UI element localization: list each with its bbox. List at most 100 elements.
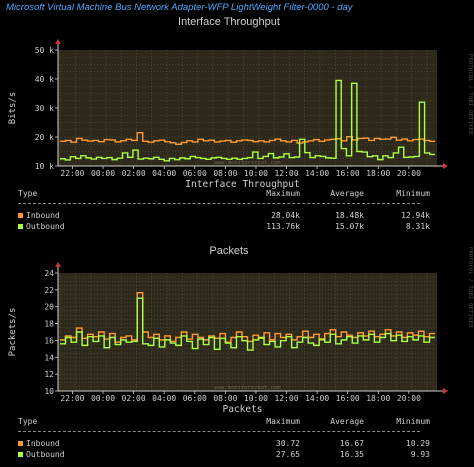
packets-chart-title: Packets xyxy=(209,245,249,257)
y-tick-label: 24 xyxy=(44,269,54,278)
inbound-minimum: 12.94k xyxy=(401,211,430,220)
outbound-label: Outbound xyxy=(26,450,65,459)
inbound-maximum: 30.72 xyxy=(275,439,300,448)
outbound-maximum: 113.76k xyxy=(266,222,300,231)
watermark-text: www.monitorscout.com xyxy=(214,160,281,166)
y-tick-label: 12 xyxy=(44,370,54,379)
page-title: Microsoft Virtual Machine Bus Network Ad… xyxy=(6,2,353,13)
x-tick-label: 10:00 xyxy=(244,394,268,403)
legend-outbound: Outbound xyxy=(18,450,65,459)
throughput-row-inbound: Inbound 28.04k 18.48k 12.94k xyxy=(0,211,474,221)
x-tick-label: 08:00 xyxy=(213,169,237,178)
packets-side-label: PROTOCOL / TOBI OETIKER xyxy=(467,247,473,328)
x-tick-label: 14:00 xyxy=(305,169,329,178)
y-axis-arrow xyxy=(55,262,61,267)
x-axis-arrow xyxy=(443,388,448,394)
x-tick-label: 20:00 xyxy=(397,394,421,403)
outbound-average: 15.07k xyxy=(335,222,364,231)
y-tick-label: 10 xyxy=(44,387,54,396)
throughput-row-outbound: Outbound 113.76k 15.07k 8.31k xyxy=(0,222,474,232)
throughput-table-header: Type Maximum Average Minimum xyxy=(0,189,474,199)
inbound-swatch xyxy=(18,213,23,218)
y-tick-label: 40 k xyxy=(35,75,54,84)
x-tick-label: 22:00 xyxy=(60,169,84,178)
x-tick-label: 16:00 xyxy=(336,169,360,178)
header-minimum: Minimum xyxy=(396,189,430,198)
x-axis-label: Interface Throughput xyxy=(185,179,299,190)
x-tick-label: 10:00 xyxy=(244,169,268,178)
x-tick-label: 06:00 xyxy=(183,169,207,178)
legend-inbound: Inbound xyxy=(18,439,60,448)
x-tick-label: 18:00 xyxy=(366,169,390,178)
inbound-maximum: 28.04k xyxy=(271,211,300,220)
header-maximum: Maximum xyxy=(266,417,300,426)
x-tick-label: 02:00 xyxy=(122,169,146,178)
legend-inbound: Inbound xyxy=(18,211,60,220)
x-tick-label: 14:00 xyxy=(305,394,329,403)
x-tick-label: 00:00 xyxy=(91,169,115,178)
outbound-minimum: 8.31k xyxy=(405,222,430,231)
outbound-average: 16.35 xyxy=(339,450,364,459)
x-tick-label: 08:00 xyxy=(213,394,237,403)
throughput-panel: Interface Throughput PROTOCOL / TOBI OET… xyxy=(0,14,474,242)
y-tick-label: 18 xyxy=(44,320,54,329)
x-tick-label: 02:00 xyxy=(122,394,146,403)
table-divider xyxy=(18,203,420,204)
x-axis-arrow xyxy=(443,163,448,169)
outbound-swatch xyxy=(18,224,23,229)
header-average: Average xyxy=(330,417,364,426)
table-divider xyxy=(18,431,420,432)
y-axis-label: Bits/s xyxy=(8,92,18,125)
inbound-average: 16.67 xyxy=(339,439,364,448)
y-tick-label: 20 xyxy=(44,303,54,312)
y-tick-label: 22 xyxy=(44,286,54,295)
series-line-inbound xyxy=(60,291,435,343)
inbound-label: Inbound xyxy=(26,439,60,448)
y-tick-label: 10 k xyxy=(35,162,54,171)
header-average: Average xyxy=(330,189,364,198)
x-tick-label: 04:00 xyxy=(152,169,176,178)
x-axis-label: Packets xyxy=(222,404,262,415)
series-line-outbound xyxy=(60,297,435,351)
outbound-maximum: 27.65 xyxy=(275,450,300,459)
packets-row-inbound: Inbound 30.72 16.67 10.29 xyxy=(0,439,474,449)
header-minimum: Minimum xyxy=(396,417,430,426)
outbound-minimum: 9.93 xyxy=(410,450,430,459)
packets-table-header: Type Maximum Average Minimum xyxy=(0,417,474,427)
y-tick-label: 30 k xyxy=(35,104,54,113)
inbound-label: Inbound xyxy=(26,211,60,220)
x-tick-label: 12:00 xyxy=(274,169,298,178)
packets-row-outbound: Outbound 27.65 16.35 9.93 xyxy=(0,450,474,460)
legend-outbound: Outbound xyxy=(18,222,65,231)
inbound-minimum: 10.29 xyxy=(405,439,430,448)
x-tick-label: 16:00 xyxy=(336,394,360,403)
throughput-side-label: PROTOCOL / TOBI OETIKER xyxy=(467,54,473,135)
outbound-label: Outbound xyxy=(26,222,65,231)
x-tick-label: 12:00 xyxy=(274,394,298,403)
y-tick-label: 14 xyxy=(44,353,54,362)
throughput-chart: 10 k 20 k 30 k 40 k 50 k 22:00 00:00 02:00 04:00… xyxy=(8,39,448,190)
packets-panel: Packets PROTOCOL / TOBI OETIKER 10 12 14 16… xyxy=(0,243,474,467)
inbound-average: 18.48k xyxy=(335,211,364,220)
x-tick-label: 22:00 xyxy=(60,394,84,403)
throughput-chart-title: Interface Throughput xyxy=(178,16,280,28)
x-tick-label: 00:00 xyxy=(91,394,115,403)
inbound-swatch xyxy=(18,441,23,446)
header-type: Type xyxy=(18,189,38,198)
watermark-text: www.monitorscout.com xyxy=(214,385,281,391)
y-axis-label: Packets/s xyxy=(8,308,18,357)
y-tick-label: 20 k xyxy=(35,133,54,142)
x-tick-label: 20:00 xyxy=(397,169,421,178)
y-tick-label: 50 k xyxy=(35,46,54,55)
y-axis-arrow xyxy=(55,39,61,44)
x-tick-label: 18:00 xyxy=(366,394,390,403)
outbound-swatch xyxy=(18,452,23,457)
x-tick-label: 06:00 xyxy=(183,394,207,403)
series-line-inbound xyxy=(60,131,435,145)
series-line-outbound xyxy=(60,79,435,162)
header-type: Type xyxy=(18,417,38,426)
x-tick-label: 04:00 xyxy=(152,394,176,403)
y-tick-label: 16 xyxy=(44,336,54,345)
header-maximum: Maximum xyxy=(266,189,300,198)
packets-chart: 10 12 14 16 18 20 22 24 22:00 00:00 02:00 04:00 06:0… xyxy=(8,262,448,415)
